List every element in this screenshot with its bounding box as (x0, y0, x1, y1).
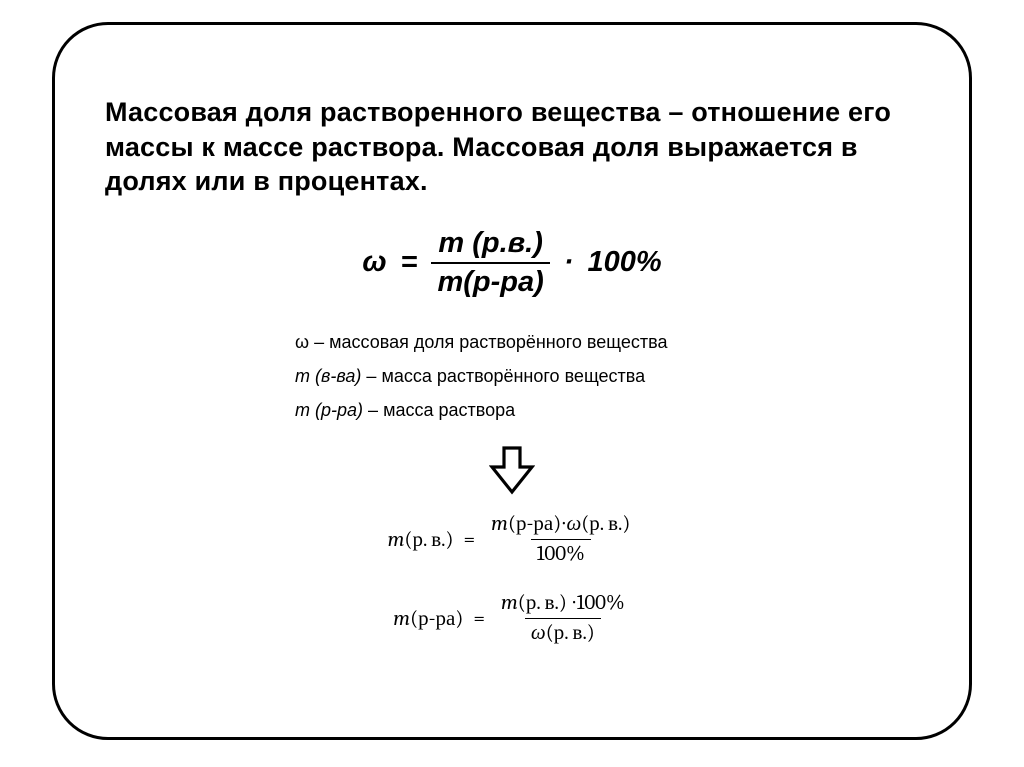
f2-lhs: m(р-ра) (393, 606, 463, 631)
f1-lhs-m: m (388, 528, 405, 552)
legend-row: ω – массовая доля растворённого вещества (295, 325, 919, 359)
f2-denominator: ω(р. в.) (525, 618, 601, 644)
f1-num-omega-paren: (р. в.) (581, 512, 630, 536)
formula-denominator: m(р-ра) (431, 262, 549, 297)
legend-row: m (в-ва) – масса растворённого вещества (295, 359, 919, 393)
f2-numerator: m(р. в.) ∙100% (495, 593, 631, 618)
legend-row: m (р-ра) – масса раствора (295, 393, 919, 427)
f2-fraction: m(р. в.) ∙100% ω(р. в.) (495, 593, 631, 644)
f1-numerator: m(р-ра)∙ω(р. в.) (485, 514, 636, 539)
formula-numerator: m (р.в.) (432, 229, 549, 262)
f1-fraction: m(р-ра)∙ω(р. в.) 100% (485, 514, 636, 565)
formula-eq: = (401, 246, 418, 279)
legend-dash: – (314, 332, 324, 352)
definition-heading: Массовая доля растворенного вещества – о… (105, 95, 919, 199)
f1-num-omega: ω (566, 512, 581, 536)
legend: ω – массовая доля растворённого вещества… (295, 325, 919, 428)
f2-num-paren: (р. в.) (518, 591, 567, 615)
f1-num-paren: (р-ра) (508, 512, 561, 536)
legend-symbol: m (р-ра) (295, 400, 363, 420)
f1-lhs: m(р. в.) (388, 527, 454, 552)
f1-num-m: m (491, 512, 508, 536)
formula-lhs: ω (362, 246, 386, 279)
f2-den-omega: ω (531, 621, 546, 645)
formula-fraction: m (р.в.) m(р-ра) (431, 229, 549, 297)
f2-dot: ∙ (567, 591, 577, 615)
f2-eq: = (473, 607, 485, 631)
derived-formula-2: m(р-ра) = m(р. в.) ∙100% ω(р. в.) (105, 593, 919, 644)
f2-lhs-paren: (р-ра) (410, 607, 463, 631)
legend-symbol: ω (295, 332, 309, 352)
formula-tail: 100% (587, 246, 661, 279)
legend-desc: масса растворённого вещества (381, 366, 645, 386)
f1-denominator: 100% (531, 539, 591, 565)
legend-desc: массовая доля растворённого вещества (329, 332, 667, 352)
f1-lhs-paren: (р. в.) (404, 528, 453, 552)
f2-num-m: m (501, 591, 518, 615)
f2-lhs-m: m (393, 607, 410, 631)
slide-frame: Массовая доля растворенного вещества – о… (52, 22, 972, 740)
formula-dot: · (564, 246, 574, 279)
derived-formula-1: m(р. в.) = m(р-ра)∙ω(р. в.) 100% (105, 514, 919, 565)
legend-symbol: m (в-ва) (295, 366, 361, 386)
f2-tail: 100% (577, 591, 625, 615)
arrow-down-icon (105, 445, 919, 500)
main-formula: ω = m (р.в.) m(р-ра) · 100% (105, 229, 919, 297)
f2-den-paren: (р. в.) (546, 621, 595, 645)
legend-desc: масса раствора (383, 400, 515, 420)
f1-eq: = (464, 528, 476, 552)
legend-dash: – (368, 400, 378, 420)
legend-dash: – (366, 366, 376, 386)
